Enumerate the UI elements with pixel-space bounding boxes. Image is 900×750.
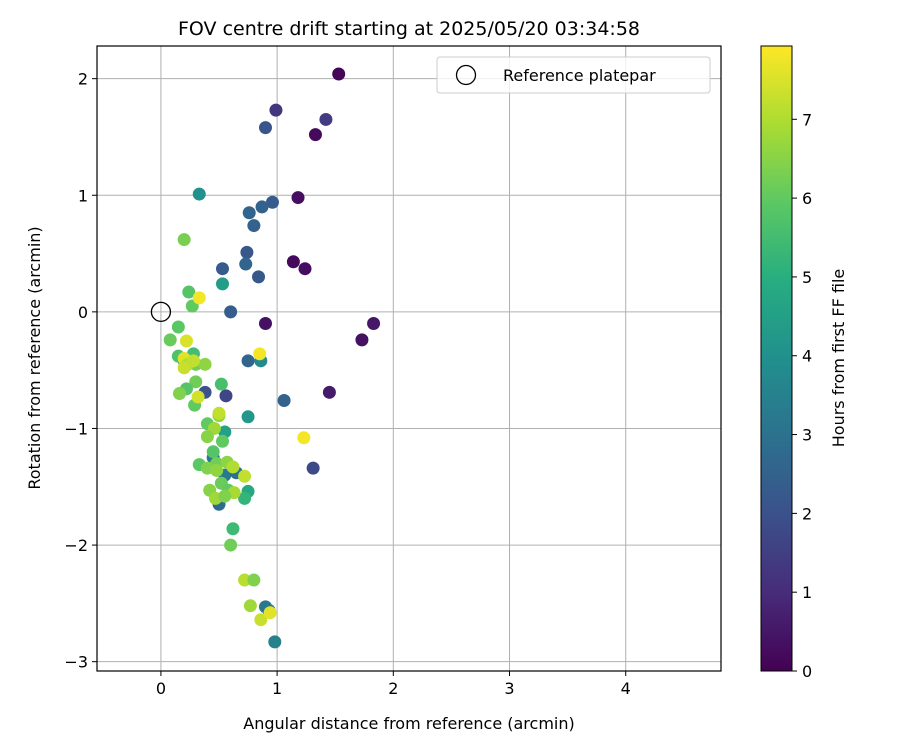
data-point: [332, 67, 346, 81]
data-point: [247, 219, 261, 233]
chart-title: FOV centre drift starting at 2025/05/20 …: [178, 18, 640, 40]
data-point: [171, 320, 185, 334]
data-point: [355, 333, 369, 347]
data-point: [215, 434, 229, 448]
colorbar-tick-label: 5: [802, 268, 812, 287]
data-point: [191, 390, 205, 404]
data-point: [277, 393, 291, 407]
data-point: [241, 354, 255, 368]
data-point: [367, 317, 381, 331]
reference-marker-group: [150, 301, 172, 323]
colorbar-label: Hours from first FF file: [829, 269, 848, 448]
y-tick-label: 2: [78, 70, 88, 89]
data-point: [163, 333, 177, 347]
data-point: [252, 270, 266, 284]
data-point: [189, 375, 203, 389]
data-point: [238, 573, 252, 587]
data-point: [247, 573, 261, 587]
x-tick-label: 3: [504, 679, 514, 698]
data-point: [297, 431, 311, 445]
data-point: [177, 233, 191, 247]
data-point: [200, 430, 214, 444]
data-point: [308, 128, 322, 142]
data-point: [238, 469, 252, 483]
data-point: [269, 103, 283, 117]
colorbar-tick-label: 7: [802, 110, 812, 129]
data-point: [226, 522, 240, 536]
data-point: [265, 195, 279, 209]
data-point: [215, 262, 229, 276]
data-point: [319, 112, 333, 126]
y-tick-label: −1: [64, 419, 88, 438]
y-tick-label: −2: [64, 536, 88, 555]
data-point: [240, 245, 254, 259]
x-axis-ticks: 0 1 2 3 4: [156, 671, 631, 698]
x-tick-label: 2: [388, 679, 398, 698]
data-point: [263, 606, 277, 620]
data-point: [179, 334, 193, 348]
data-point: [224, 538, 238, 552]
data-point: [239, 257, 253, 271]
data-point: [192, 187, 206, 201]
data-point: [255, 200, 269, 214]
reference-marker: [150, 301, 172, 323]
data-point: [192, 291, 206, 305]
colorbar-tick-label: 0: [802, 662, 812, 681]
x-tick-label: 1: [272, 679, 282, 698]
y-tick-label: 0: [78, 303, 88, 322]
data-point: [215, 277, 229, 291]
data-point: [186, 354, 200, 368]
data-point: [298, 262, 312, 276]
colorbar-tick-label: 6: [802, 189, 812, 208]
data-points: [163, 67, 381, 649]
x-tick-label: 0: [156, 679, 166, 698]
data-point: [242, 206, 256, 220]
data-point: [224, 305, 238, 319]
plot-frame: [96, 45, 722, 672]
data-point: [322, 385, 336, 399]
legend-entry-reference: Reference platepar: [503, 66, 656, 85]
data-point: [268, 635, 282, 649]
x-tick-label: 4: [621, 679, 631, 698]
legend: Reference platepar: [436, 56, 711, 94]
colorbar-tick-label: 3: [802, 426, 812, 445]
legend-marker: [455, 64, 477, 86]
data-point: [210, 463, 224, 477]
colorbar-gradient: [760, 45, 793, 672]
data-point: [306, 461, 320, 475]
data-point: [254, 613, 268, 627]
data-point: [212, 406, 226, 420]
colorbar-ticks: 0 1 2 3 4 5 6 7: [792, 110, 812, 681]
colorbar-tick-label: 1: [802, 583, 812, 602]
grid: [97, 46, 721, 671]
data-point: [253, 347, 267, 361]
data-point: [219, 389, 233, 403]
data-point: [291, 191, 305, 205]
y-axis-label: Rotation from reference (arcmin): [25, 226, 44, 489]
colorbar-tick-label: 2: [802, 504, 812, 523]
data-point: [198, 357, 212, 371]
data-point: [214, 377, 228, 391]
colorbar: 0 1 2 3 4 5 6 7 Hours from first FF file: [760, 45, 848, 681]
data-point: [241, 410, 255, 424]
x-axis-label: Angular distance from reference (arcmin): [243, 714, 574, 733]
data-point: [258, 317, 272, 331]
y-axis-ticks: −3 −2 −1 0 1 2: [64, 70, 97, 672]
y-tick-label: 1: [78, 186, 88, 205]
y-tick-label: −3: [64, 653, 88, 672]
colorbar-tick-label: 4: [802, 347, 812, 366]
data-point: [258, 121, 272, 135]
data-point: [243, 599, 257, 613]
data-point: [238, 491, 252, 505]
legend-box: [436, 56, 711, 94]
data-point: [173, 386, 187, 400]
data-point: [218, 489, 232, 503]
data-point: [286, 255, 300, 269]
data-point: [226, 460, 240, 474]
data-point: [206, 445, 220, 459]
data-point: [177, 361, 191, 375]
data-point: [182, 285, 196, 299]
